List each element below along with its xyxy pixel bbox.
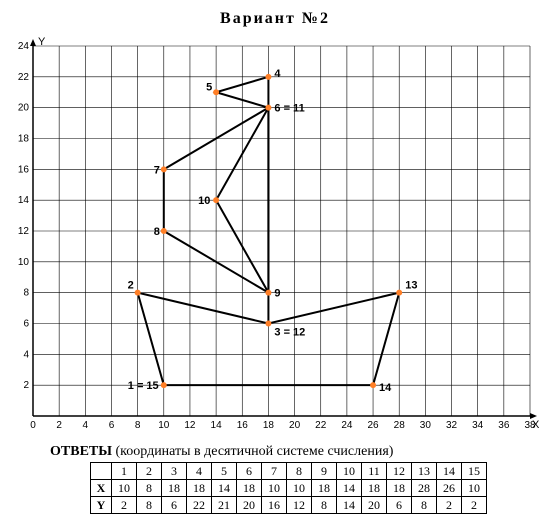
table-cell: X <box>91 480 112 497</box>
svg-text:34: 34 <box>472 420 484 431</box>
svg-text:12: 12 <box>184 420 196 431</box>
table-header-cell: 11 <box>362 463 387 480</box>
table-cell: 18 <box>162 480 187 497</box>
table-cell: 8 <box>137 480 162 497</box>
table-cell: 20 <box>362 497 387 514</box>
svg-text:8: 8 <box>154 226 160 238</box>
chart-container: 0246810121416182022242628303234363824681… <box>10 36 540 436</box>
table-header-cell: 14 <box>437 463 462 480</box>
coordinate-chart: 0246810121416182022242628303234363824681… <box>10 36 540 436</box>
svg-text:9: 9 <box>274 288 280 300</box>
table-cell: 18 <box>387 480 412 497</box>
svg-text:6: 6 <box>109 420 115 431</box>
svg-text:13: 13 <box>405 280 417 292</box>
svg-text:28: 28 <box>394 420 406 431</box>
svg-text:30: 30 <box>420 420 432 431</box>
svg-text:8: 8 <box>135 420 141 431</box>
table-header-cell <box>91 463 112 480</box>
svg-text:5: 5 <box>206 81 212 93</box>
table-cell: 21 <box>212 497 237 514</box>
svg-text:16: 16 <box>18 164 30 175</box>
table-cell: 10 <box>262 480 287 497</box>
table-cell: 18 <box>362 480 387 497</box>
svg-text:8: 8 <box>23 288 29 299</box>
table-header-cell: 8 <box>287 463 312 480</box>
table-header-cell: 13 <box>412 463 437 480</box>
table-header-cell: 3 <box>162 463 187 480</box>
svg-text:1 = 15: 1 = 15 <box>128 380 159 392</box>
svg-text:22: 22 <box>315 420 327 431</box>
table-header-cell: 12 <box>387 463 412 480</box>
svg-text:2: 2 <box>56 420 62 431</box>
svg-text:6 = 11: 6 = 11 <box>274 103 304 115</box>
table-cell: 2 <box>437 497 462 514</box>
svg-text:14: 14 <box>211 420 223 431</box>
table-header-cell: 6 <box>237 463 262 480</box>
svg-text:10: 10 <box>198 195 210 207</box>
svg-text:24: 24 <box>341 420 353 431</box>
table-cell: 28 <box>412 480 437 497</box>
svg-text:18: 18 <box>263 420 275 431</box>
svg-text:4: 4 <box>83 420 89 431</box>
svg-text:26: 26 <box>367 420 379 431</box>
table-cell: 18 <box>237 480 262 497</box>
svg-text:3 = 12: 3 = 12 <box>274 327 305 339</box>
svg-text:36: 36 <box>498 420 510 431</box>
table-cell: 10 <box>112 480 137 497</box>
svg-text:10: 10 <box>158 420 170 431</box>
svg-text:16: 16 <box>237 420 249 431</box>
svg-text:24: 24 <box>18 41 30 52</box>
table-header-cell: 1 <box>112 463 137 480</box>
table-cell: 8 <box>137 497 162 514</box>
table-cell: Y <box>91 497 112 514</box>
svg-text:Y: Y <box>38 36 46 48</box>
svg-text:2: 2 <box>23 380 29 391</box>
table-cell: 26 <box>437 480 462 497</box>
table-cell: 18 <box>187 480 212 497</box>
table-cell: 14 <box>337 497 362 514</box>
svg-text:32: 32 <box>446 420 458 431</box>
table-cell: 8 <box>312 497 337 514</box>
svg-text:0: 0 <box>30 420 36 431</box>
table-header-cell: 4 <box>187 463 212 480</box>
svg-text:X: X <box>532 419 540 431</box>
table-cell: 10 <box>287 480 312 497</box>
svg-text:20: 20 <box>18 103 30 114</box>
table-header-cell: 2 <box>137 463 162 480</box>
svg-text:20: 20 <box>289 420 301 431</box>
svg-text:10: 10 <box>18 257 30 268</box>
page-title: Вариант №2 <box>10 10 540 28</box>
table-cell: 10 <box>462 480 487 497</box>
svg-text:6: 6 <box>23 319 29 330</box>
table-cell: 22 <box>187 497 212 514</box>
table-header-cell: 10 <box>337 463 362 480</box>
table-cell: 6 <box>162 497 187 514</box>
table-cell: 20 <box>237 497 262 514</box>
table-cell: 14 <box>337 480 362 497</box>
svg-text:14: 14 <box>18 195 30 206</box>
table-cell: 12 <box>287 497 312 514</box>
answers-heading: ОТВЕТЫ (координаты в десятичной системе … <box>50 444 540 460</box>
table-header-cell: 15 <box>462 463 487 480</box>
table-header-cell: 9 <box>312 463 337 480</box>
table-header-cell: 5 <box>212 463 237 480</box>
svg-text:4: 4 <box>23 349 29 360</box>
svg-text:14: 14 <box>379 382 392 394</box>
table-header-cell: 7 <box>262 463 287 480</box>
svg-text:2: 2 <box>128 280 134 292</box>
table-cell: 8 <box>412 497 437 514</box>
table-cell: 16 <box>262 497 287 514</box>
svg-text:18: 18 <box>18 134 30 145</box>
table-cell: 2 <box>112 497 137 514</box>
svg-text:7: 7 <box>154 164 160 176</box>
svg-text:22: 22 <box>18 72 30 83</box>
table-cell: 18 <box>312 480 337 497</box>
svg-text:12: 12 <box>18 226 30 237</box>
answers-table: 123456789101112131415X108181814181010181… <box>90 462 487 514</box>
svg-text:4: 4 <box>274 68 281 80</box>
table-cell: 14 <box>212 480 237 497</box>
table-cell: 2 <box>462 497 487 514</box>
table-cell: 6 <box>387 497 412 514</box>
